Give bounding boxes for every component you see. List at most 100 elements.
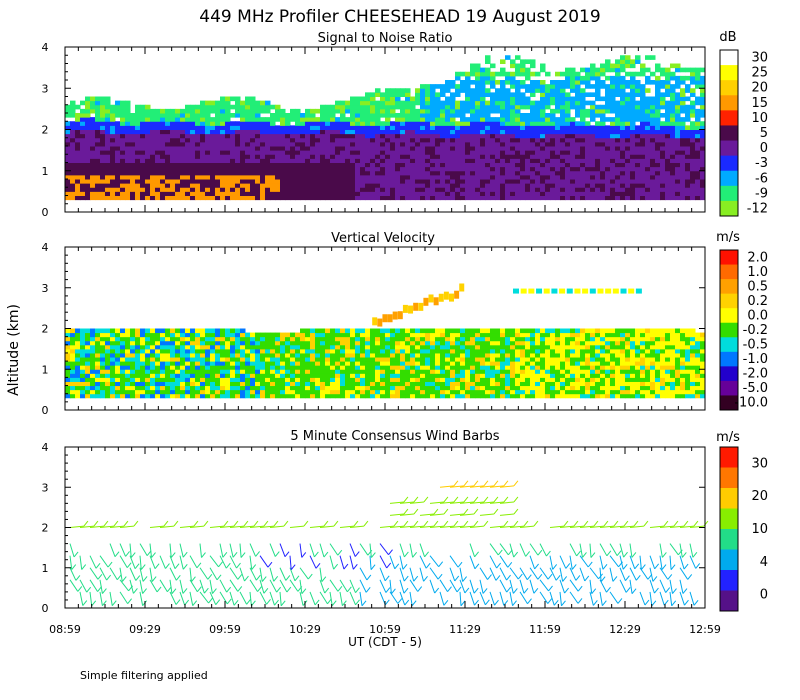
snr-cell — [290, 113, 296, 118]
snr-cell — [655, 113, 661, 118]
snr-cell — [190, 108, 196, 114]
velocity-cell — [330, 348, 336, 354]
snr-cell — [410, 150, 416, 155]
snr-cell — [690, 75, 696, 81]
velocity-cell — [120, 365, 126, 370]
velocity-cell — [475, 332, 481, 338]
snr-cell — [80, 195, 86, 201]
velocity-cell — [445, 344, 451, 350]
snr-cell — [190, 170, 196, 176]
snr-cell — [65, 166, 71, 172]
snr-cell — [670, 154, 676, 159]
velocity-cell — [265, 332, 271, 338]
snr-cell — [500, 104, 506, 110]
velocity-cell — [165, 377, 171, 382]
snr-cell — [255, 154, 261, 159]
snr-cell — [90, 121, 96, 126]
velocity-cell — [180, 336, 186, 342]
velocity-cell — [375, 373, 381, 378]
snr-cell — [200, 150, 206, 155]
snr-cell — [675, 133, 681, 139]
snr-cell — [155, 162, 161, 168]
velocity-cell — [70, 365, 76, 370]
velocity-cell — [225, 344, 231, 350]
snr-cell — [500, 174, 506, 180]
snr-cell — [660, 158, 666, 163]
snr-cell — [435, 166, 441, 172]
velocity-cell — [155, 357, 161, 362]
snr-cell — [570, 174, 576, 180]
snr-cell — [265, 183, 271, 188]
velocity-cell — [110, 365, 116, 370]
velocity-cell — [220, 340, 226, 346]
snr-cell — [250, 137, 256, 143]
snr-cell — [70, 191, 76, 196]
velocity-cell — [410, 336, 416, 342]
snr-cell — [535, 166, 541, 172]
snr-cell — [540, 183, 546, 188]
snr-cell — [680, 146, 686, 151]
snr-cell — [445, 191, 451, 196]
snr-cell — [230, 96, 236, 102]
snr-cell — [515, 133, 521, 139]
snr-cell — [700, 137, 706, 143]
snr-cell — [510, 129, 516, 135]
velocity-cell — [145, 381, 151, 387]
velocity-cell — [145, 393, 151, 399]
velocity-cell — [455, 389, 461, 395]
snr-cell — [685, 174, 691, 180]
snr-cell — [500, 84, 506, 89]
snr-cell — [640, 71, 646, 77]
velocity-cell — [195, 352, 201, 358]
velocity-cell — [470, 357, 476, 362]
snr-cell — [320, 121, 326, 126]
snr-cell — [525, 187, 531, 192]
snr-cell — [540, 150, 546, 155]
snr-cell — [475, 67, 481, 73]
snr-cell — [275, 117, 281, 122]
velocity-cell — [255, 377, 261, 382]
snr-cell — [435, 195, 441, 201]
snr-cell — [700, 100, 706, 106]
snr-cell — [540, 154, 546, 159]
snr-cell — [470, 166, 476, 172]
velocity-cell — [150, 357, 156, 362]
velocity-cell — [525, 361, 531, 366]
snr-cell — [530, 80, 536, 85]
snr-cell — [215, 154, 221, 159]
snr-cell — [255, 129, 261, 135]
velocity-cell — [90, 385, 96, 391]
snr-cell — [670, 121, 676, 126]
snr-cell — [470, 141, 476, 147]
velocity-cell — [190, 344, 196, 350]
velocity-cell — [130, 389, 136, 395]
snr-cell — [80, 162, 86, 168]
snr-cell — [185, 104, 191, 110]
snr-cell — [250, 146, 256, 151]
snr-cell — [430, 195, 436, 201]
snr-cell — [115, 187, 121, 192]
velocity-cell — [475, 328, 481, 334]
snr-cell — [130, 121, 136, 126]
snr-cell — [145, 146, 151, 151]
velocity-cell — [150, 381, 156, 387]
snr-cell — [425, 88, 431, 93]
snr-cell — [225, 191, 231, 196]
snr-cell — [625, 71, 631, 77]
snr-cell — [165, 133, 171, 139]
snr-cell — [190, 195, 196, 201]
velocity-cell — [225, 348, 231, 354]
velocity-cell — [85, 328, 91, 334]
snr-cell — [615, 92, 621, 97]
velocity-cell — [425, 348, 431, 354]
snr-cell — [190, 162, 196, 168]
velocity-cell — [180, 344, 186, 350]
snr-cell — [175, 158, 181, 163]
snr-cell — [645, 88, 651, 93]
velocity-cell — [335, 365, 341, 370]
snr-cell — [415, 113, 421, 118]
snr-cell — [335, 150, 341, 155]
snr-cell — [695, 170, 701, 176]
velocity-cell — [480, 336, 486, 342]
snr-cell — [175, 141, 181, 147]
